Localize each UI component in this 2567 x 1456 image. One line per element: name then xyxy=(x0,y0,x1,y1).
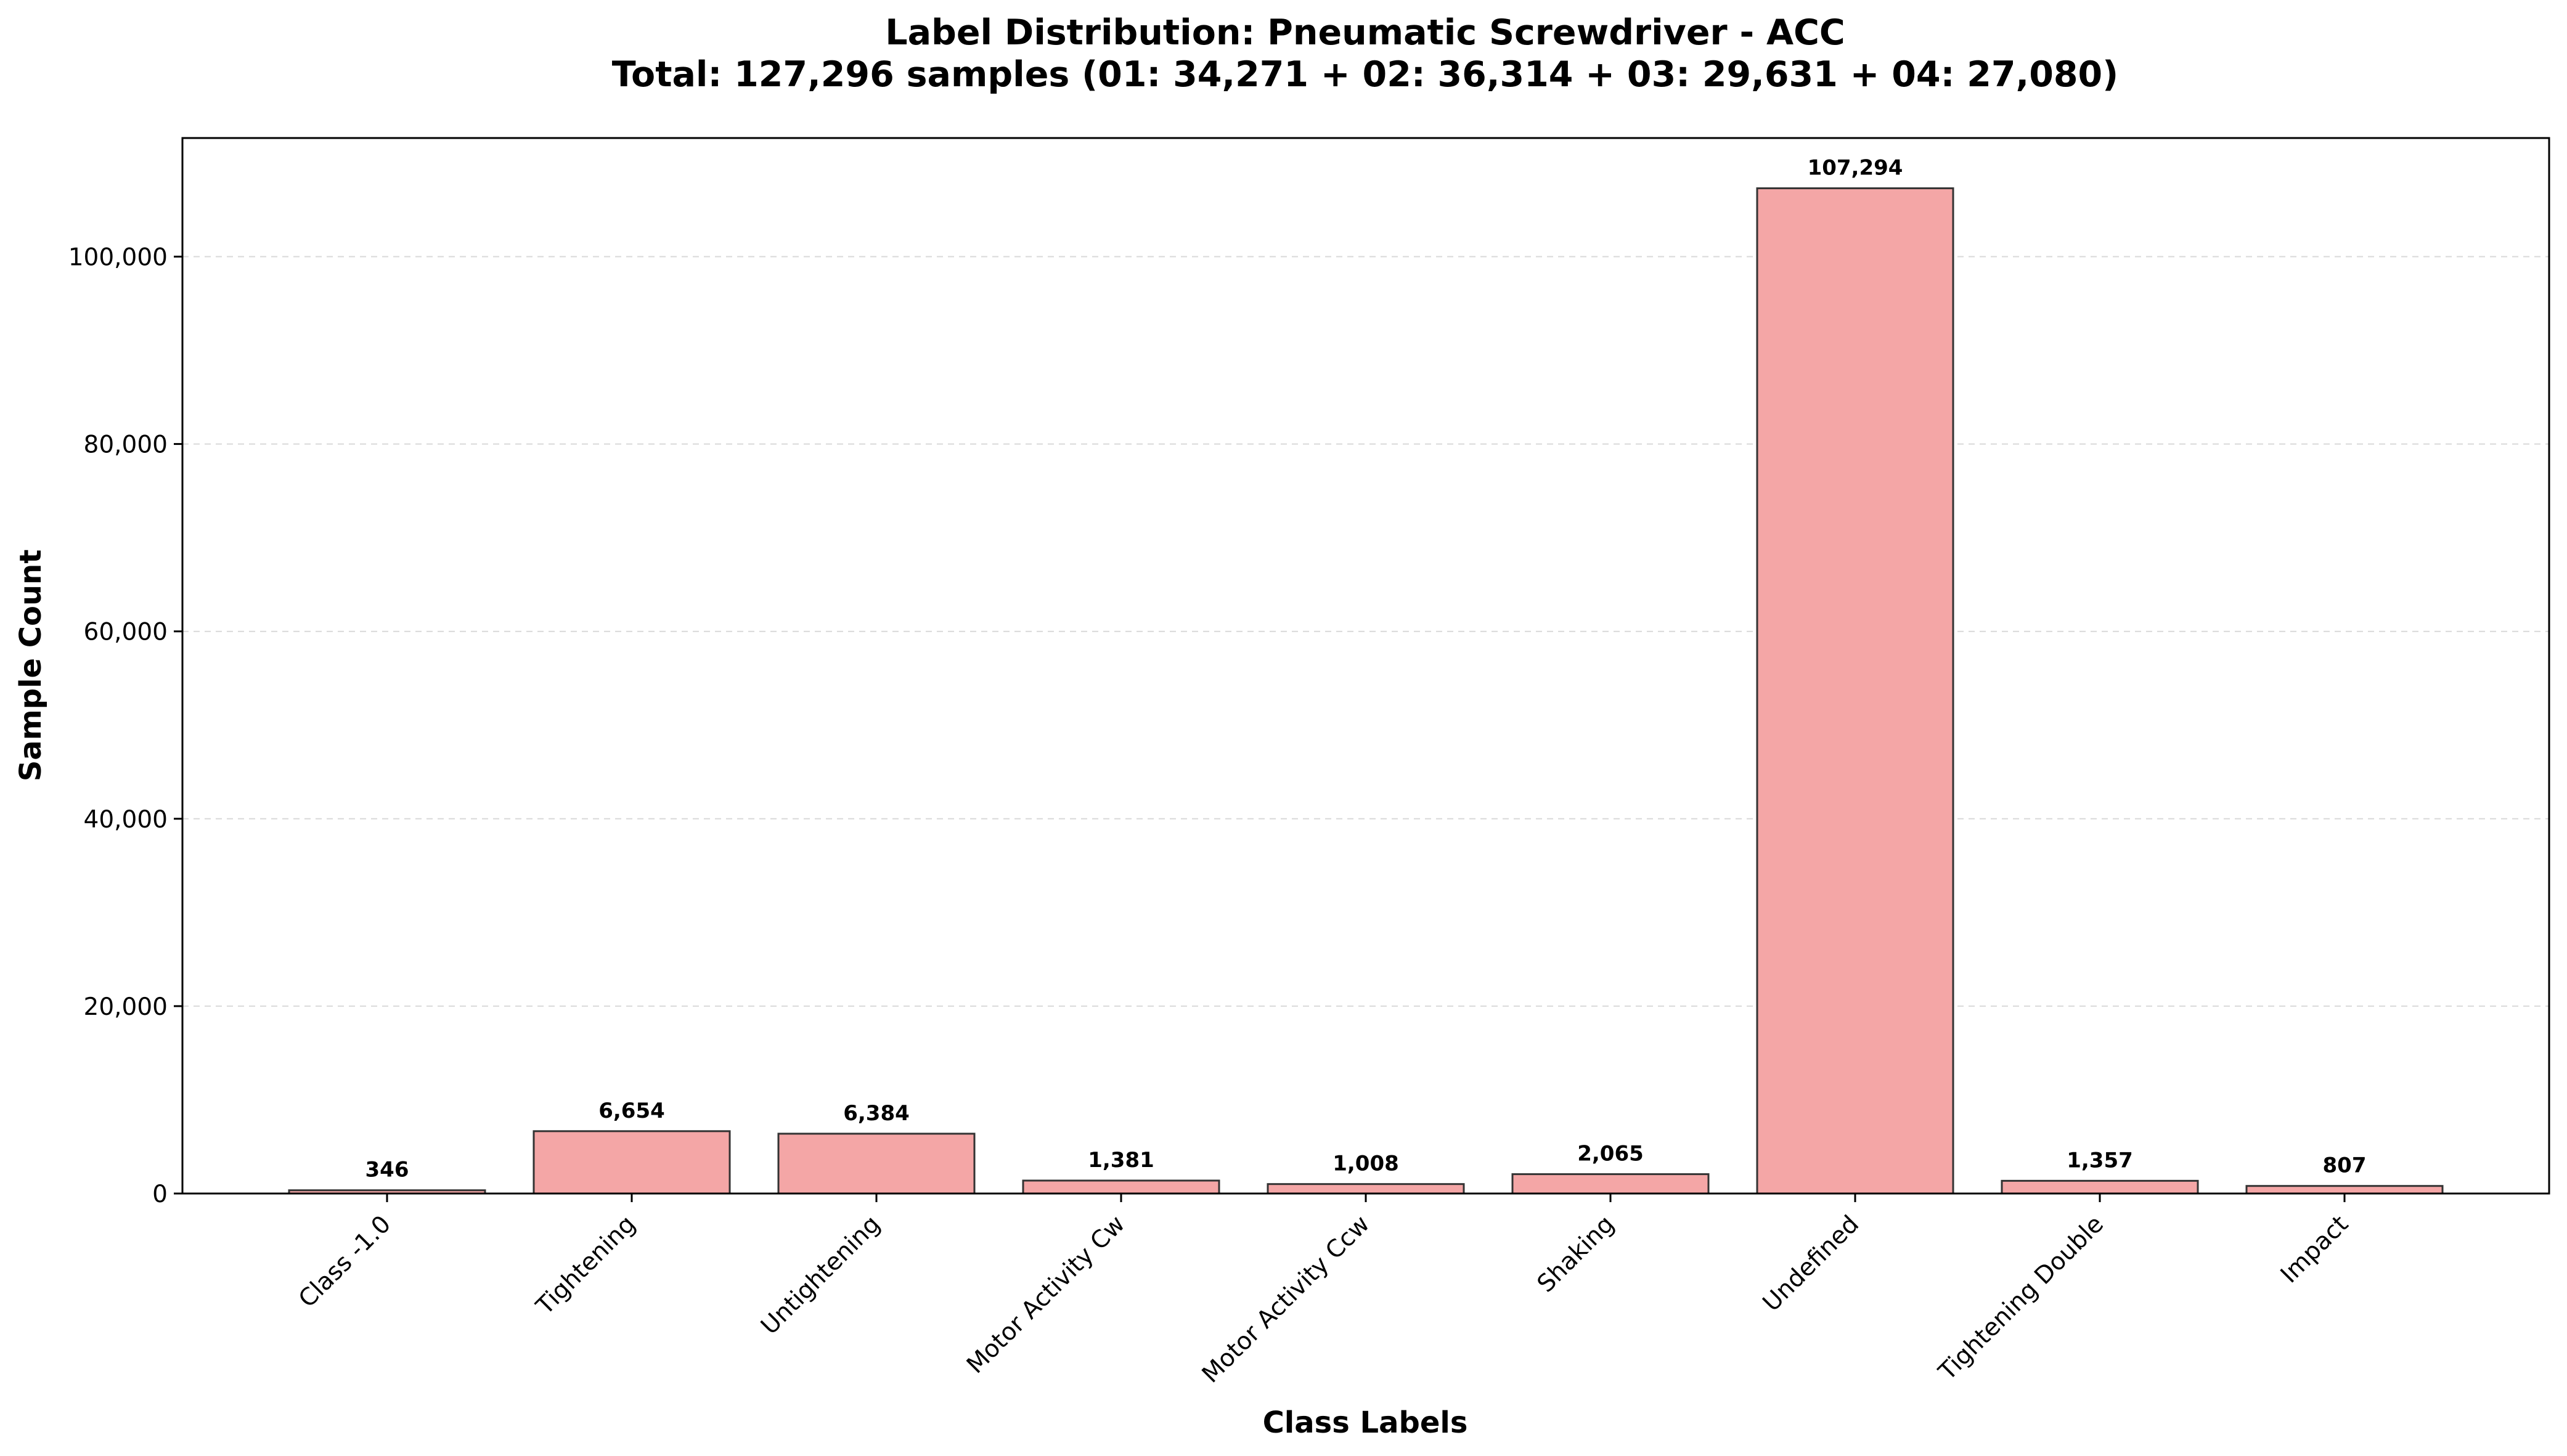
x-tick-label: Undefined xyxy=(1758,1210,1864,1317)
bar xyxy=(1511,1173,1710,1195)
x-ticks-layer: Class -1.0 Tightening Untightening Motor Ac… xyxy=(293,1194,2354,1388)
x-tick-label: Shaking xyxy=(1532,1210,1620,1298)
y-tick-label: 20,000 xyxy=(84,993,168,1021)
grid-layer xyxy=(182,256,2549,1007)
x-tick-label: Motor Activity Ccw xyxy=(1197,1210,1375,1388)
bar xyxy=(1022,1179,1220,1195)
x-tick-label: Impact xyxy=(2275,1210,2354,1288)
bars-layer xyxy=(288,187,2444,1195)
y-tick-label: 60,000 xyxy=(84,619,168,646)
bar-value-label: 1,381 xyxy=(1088,1148,1154,1173)
bar xyxy=(777,1133,976,1195)
bar-value-label: 6,384 xyxy=(843,1101,910,1126)
chart-title: Label Distribution: Pneumatic Screwdrive… xyxy=(885,12,1845,53)
bar xyxy=(1267,1183,1465,1195)
bar xyxy=(2001,1179,2199,1195)
bar-value-label: 1,008 xyxy=(1332,1152,1399,1176)
x-tick-label: Motor Activity Cw xyxy=(961,1210,1130,1379)
x-tick-label: Class -1.0 xyxy=(293,1210,396,1313)
bar-value-label: 346 xyxy=(365,1158,409,1182)
y-ticks-layer: 0 20,000 40,000 60,000 80,000 100,000 xyxy=(68,243,182,1208)
bar-value-label: 107,294 xyxy=(1808,156,1903,181)
y-tick-label: 0 xyxy=(152,1181,168,1208)
x-tick-label: Tightening xyxy=(531,1210,641,1320)
bar xyxy=(2245,1185,2444,1195)
x-tick-label: Untightening xyxy=(756,1210,886,1340)
y-axis-label: Sample Count xyxy=(14,550,48,782)
x-axis-label: Class Labels xyxy=(1263,1405,1468,1440)
x-tick-label: Tightening Double xyxy=(1933,1210,2110,1386)
plot-frame xyxy=(181,137,2550,1195)
bar xyxy=(533,1130,731,1195)
bar-value-label: 807 xyxy=(2323,1153,2367,1178)
bar xyxy=(1756,187,1954,1195)
bar-value-label: 6,654 xyxy=(598,1099,665,1123)
y-tick-label: 40,000 xyxy=(84,806,168,834)
bar-value-label: 2,065 xyxy=(1577,1142,1644,1166)
y-tick-label: 80,000 xyxy=(84,431,168,459)
value-labels-layer: 346 6,654 6,384 1,381 1,008 2,065 107,294 1,357… xyxy=(365,156,2367,1182)
bar-value-label: 1,357 xyxy=(2067,1148,2133,1173)
chart-subtitle: Total: 127,296 samples (01: 34,271 + 02:… xyxy=(612,54,2119,95)
y-tick-label: 100,000 xyxy=(68,243,168,271)
